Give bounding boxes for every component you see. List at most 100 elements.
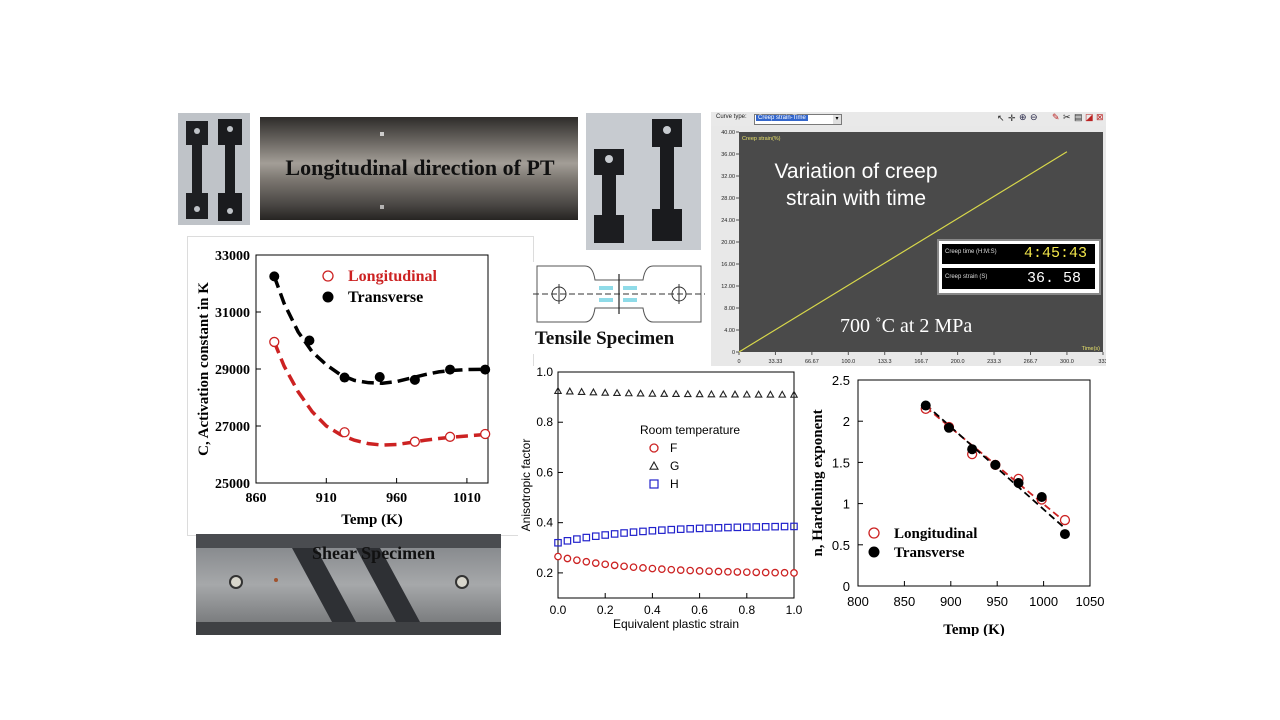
- print-icon[interactable]: ▤: [1074, 112, 1083, 122]
- data-point-longitudinal: [339, 427, 350, 438]
- activation-chart-panel: 25000 27000 29000 31000 33000 860 910 960 1010 Te…: [187, 236, 534, 536]
- data-point-f: [695, 567, 704, 575]
- legend-label-longitudinal: Longitudinal: [348, 268, 437, 285]
- data-point-g: [612, 388, 622, 397]
- data-point-f: [752, 568, 761, 577]
- pt-direction-label: Longitudinal direction of PT: [285, 155, 555, 180]
- legend-title: Room temperature: [640, 423, 740, 437]
- pointer-icon[interactable]: ↖: [997, 113, 1005, 123]
- data-point-h: [667, 525, 676, 534]
- data-point-transverse: [480, 364, 491, 375]
- creep-x-axis-title: Time(s): [1082, 346, 1101, 352]
- readout-strain-label: Creep strain (S): [945, 274, 988, 280]
- legend-marker-longitudinal: [322, 270, 334, 282]
- y-tick-label: 0.2: [536, 566, 553, 580]
- shear-specimen-label: Shear Specimen: [312, 543, 436, 563]
- data-point-f: [573, 556, 581, 565]
- y-tick-label: 24.00: [721, 218, 735, 224]
- export-icon[interactable]: ◪: [1085, 112, 1094, 122]
- data-point-f: [667, 565, 676, 574]
- anisotropic-chart-panel: 0.2 0.4 0.6 0.8 1.0 0.0 0.2 0.4 0.6 0.8 1.0 Equival…: [518, 365, 808, 636]
- data-point-h: [582, 533, 591, 542]
- readout-time-row: Creep time (H:M:S) 4:45:43: [942, 244, 1095, 264]
- data-point-g: [719, 389, 728, 398]
- cut-icon[interactable]: ✂: [1063, 112, 1071, 122]
- data-point-h: [648, 526, 657, 535]
- x-tick-label: 300.0: [1060, 359, 1074, 365]
- creep-y-axis-title: Creep strain(%): [742, 136, 781, 142]
- data-point-longitudinal: [480, 428, 491, 440]
- data-point-h: [610, 530, 619, 538]
- x-tick-label: 1000: [1029, 594, 1058, 609]
- data-point-g: [601, 388, 610, 396]
- y-tick-label: 0: [732, 350, 735, 356]
- data-point-h: [563, 537, 572, 545]
- data-point-h: [601, 531, 610, 539]
- y-tick-label: 29000: [215, 363, 250, 378]
- x-tick-label: 33.33: [769, 359, 783, 365]
- crosshair-icon[interactable]: ✛: [1008, 113, 1016, 123]
- data-point-h: [733, 523, 742, 532]
- data-point-f: [563, 554, 572, 563]
- zoom-out-icon[interactable]: ⊖: [1030, 112, 1038, 122]
- x-tick-label: 1010: [453, 491, 481, 506]
- data-point-h: [714, 524, 723, 532]
- chevron-down-icon[interactable]: ▾: [833, 115, 841, 124]
- pressure-tube-photo: Longitudinal direction of PT: [260, 117, 578, 220]
- tensile-drawing-panel: Tensile Specimen: [533, 262, 705, 354]
- legend-label-transverse: Transverse: [348, 289, 423, 306]
- creep-condition-label: 700 ˚C at 2 MPa: [840, 315, 973, 337]
- legend-label-f: F: [670, 441, 677, 455]
- data-point-g: [695, 389, 704, 398]
- x-tick-label: 166.7: [914, 359, 928, 365]
- specimen-pair-image: [178, 113, 250, 225]
- curve-type-value: Creep strain-Time: [756, 115, 808, 121]
- y-tick-label: 0.5: [832, 538, 850, 553]
- y-tick-label: 2: [843, 414, 850, 429]
- data-point-f: [582, 557, 591, 566]
- data-point-h: [761, 523, 770, 531]
- legend-marker-g: [649, 460, 659, 470]
- data-point-transverse: [304, 335, 315, 346]
- tensile-specimens-photo: [586, 113, 701, 250]
- data-point-h: [771, 522, 779, 531]
- curve-type-select[interactable]: Creep strain-Time ▾: [754, 114, 842, 125]
- data-point-h: [686, 524, 694, 533]
- data-point-g: [589, 387, 598, 396]
- y-tick-label: 8.00: [724, 306, 735, 312]
- close-icon[interactable]: ⊠: [1096, 112, 1104, 122]
- x-tick-label: 0.4: [644, 603, 661, 617]
- legend-label-longitudinal: Longitudinal: [894, 526, 977, 542]
- data-point-g: [624, 388, 633, 397]
- creep-software-window: Curve type: Creep strain-Time ▾ ↖ ✛ ⊕ ⊖ …: [711, 112, 1106, 368]
- legend-marker-longitudinal: [868, 527, 880, 539]
- data-point-f: [790, 569, 798, 577]
- data-point-g: [553, 386, 563, 394]
- legend-label-transverse: Transverse: [894, 545, 965, 561]
- pen-icon[interactable]: ✎: [1052, 112, 1060, 122]
- data-point-f: [639, 564, 647, 572]
- data-point-f: [629, 563, 638, 572]
- shear-specimen-image: [196, 534, 501, 635]
- data-point-g: [660, 389, 669, 397]
- x-tick-label: 960: [386, 491, 407, 506]
- data-point-g: [778, 390, 787, 398]
- data-point-f: [771, 568, 779, 577]
- data-point-longitudinal: [269, 336, 280, 348]
- y-tick-label: 27000: [215, 420, 250, 435]
- data-point-f: [610, 561, 619, 570]
- x-tick-label: 850: [894, 594, 916, 609]
- data-point-h: [780, 522, 789, 531]
- y-tick-label: 33000: [215, 249, 250, 264]
- zoom-in-icon[interactable]: ⊕: [1019, 112, 1027, 122]
- activation-chart: 25000 27000 29000 31000 33000 860 910 960 1010 Te…: [196, 249, 491, 528]
- data-point-transverse: [967, 444, 978, 455]
- creep-title-line-1: Variation of creep: [774, 160, 938, 183]
- data-point-h: [573, 535, 581, 543]
- hardening-chart: 0 0.5 1 1.5 2 2.5 800 850 900 950 1000 1050 Temp (K)…: [810, 373, 1104, 638]
- y-tick-label: 0: [843, 579, 850, 594]
- specimen-photo-pair: [178, 113, 250, 225]
- hardening-chart-panel: 0 0.5 1 1.5 2 2.5 800 850 900 950 1000 1050 Temp (K)…: [806, 366, 1106, 638]
- data-point-transverse: [339, 372, 350, 383]
- x-tick-label: 0.8: [738, 603, 755, 617]
